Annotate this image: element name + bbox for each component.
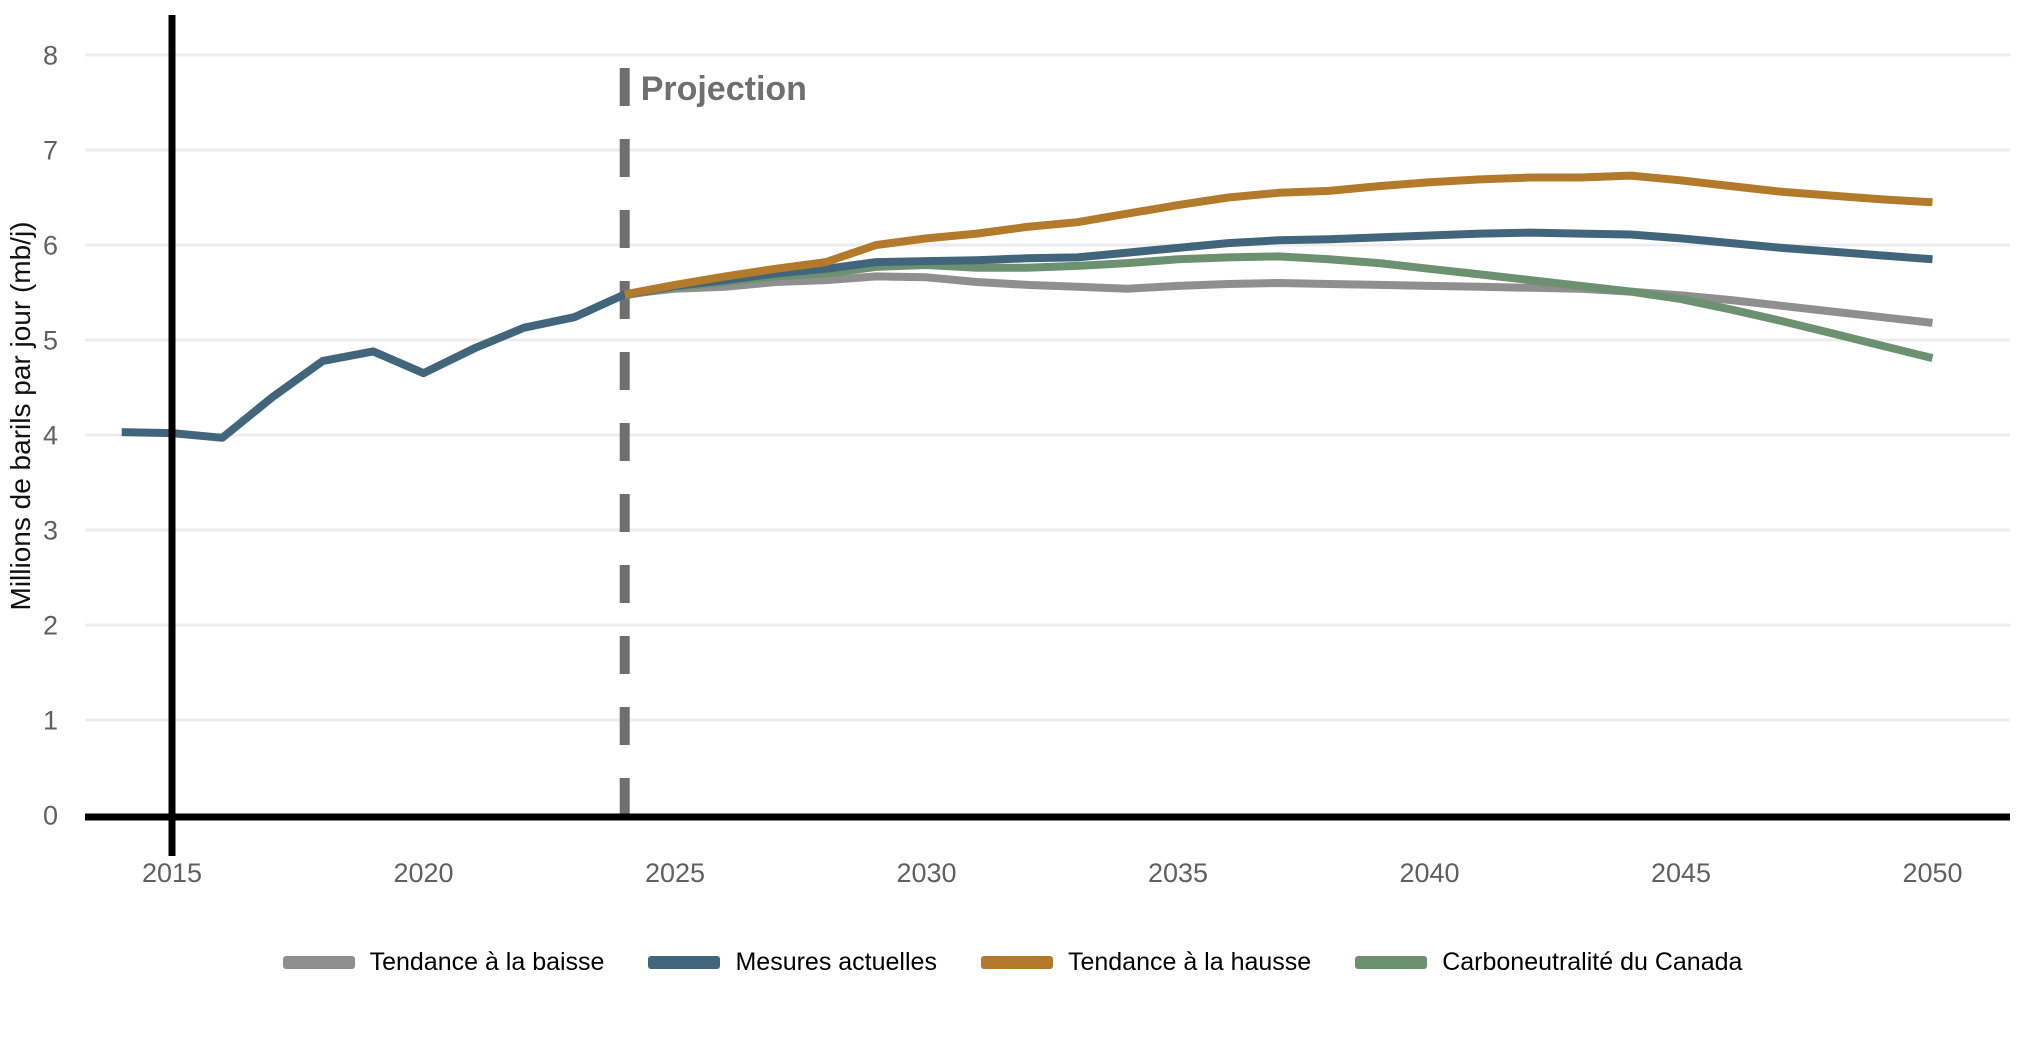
y-tick-label: 4 (43, 420, 58, 450)
y-tick-label: 2 (43, 610, 58, 640)
legend-swatch-icon (282, 956, 355, 969)
chart-legend: Tendance à la baisse Mesures actuelles Ten… (0, 948, 2025, 977)
projection-label: Projection (641, 70, 807, 108)
y-axis-title: Millions de barils par jour (mb/j) (5, 221, 36, 610)
y-tick-label: 3 (43, 515, 58, 545)
y-tick-label: 1 (43, 705, 58, 735)
legend-label: Carboneutralité du Canada (1442, 948, 1743, 976)
x-tick-label: 2015 (142, 858, 202, 888)
legend-item-4: Carboneutralité du Canada (1355, 948, 1742, 977)
x-tick-label: 2040 (1399, 858, 1459, 888)
x-tick-label: 2020 (393, 858, 453, 888)
series-line-1 (624, 272, 1933, 327)
legend-label: Tendance à la hausse (1067, 948, 1312, 976)
y-tick-label: 6 (43, 230, 58, 260)
legend-item-1: Tendance à la baisse (282, 948, 605, 977)
legend-swatch-icon (980, 956, 1053, 969)
y-tick-label: 7 (43, 135, 58, 165)
series-line-2 (121, 228, 1933, 442)
y-tick-label: 0 (43, 800, 58, 830)
x-tick-label: 2035 (1148, 858, 1208, 888)
y-tick-label: 8 (43, 40, 58, 70)
series-line-3 (623, 171, 1933, 299)
legend-item-2: Mesures actuelles (648, 948, 937, 977)
series-line-4 (624, 252, 1934, 362)
legend-item-3: Tendance à la hausse (980, 948, 1312, 977)
line-chart-canvas: 2015 2020 2025 2030 2035 2040 2045 2050 0 1 2 3 4 5 6 7… (5, 15, 2010, 888)
y-tick-label: 5 (43, 325, 58, 355)
legend-label: Mesures actuelles (735, 948, 937, 976)
x-tick-label: 2030 (896, 858, 956, 888)
x-tick-label: 2025 (645, 858, 705, 888)
x-tick-label: 2045 (1651, 858, 1711, 888)
legend-label: Tendance à la baisse (369, 948, 605, 976)
legend-swatch-icon (648, 956, 721, 969)
x-tick-label: 2050 (1902, 858, 1962, 888)
legend-swatch-icon (1355, 956, 1428, 969)
